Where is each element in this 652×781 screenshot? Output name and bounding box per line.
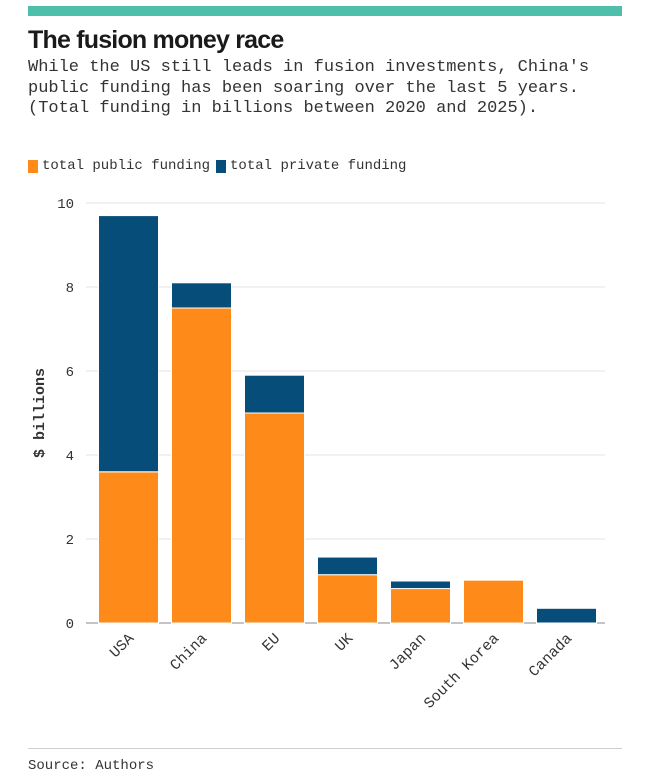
bar-chart: 0 2 4 6 8 10 $ billions USA China EU UK JapanSouth … <box>32 197 605 713</box>
legend-label-private: total private funding <box>230 158 407 174</box>
bar-public <box>98 471 159 624</box>
x-tick-label: EU <box>259 631 284 656</box>
x-tick-label: South Korea <box>421 631 503 713</box>
y-tick-label: 4 <box>66 449 74 465</box>
y-axis-label: $ billions <box>32 368 49 458</box>
bar-public <box>390 588 451 624</box>
bar-public <box>244 412 305 624</box>
legend-swatch-private <box>216 159 227 173</box>
chart-subtitle: While the US still leads in fusion inves… <box>28 58 590 118</box>
y-tick-label: 6 <box>66 365 74 381</box>
y-tick-label: 10 <box>57 197 74 213</box>
bar-private <box>98 215 159 473</box>
bar-private <box>390 580 451 590</box>
legend-item-private: total private funding <box>216 158 406 174</box>
chart-title: The fusion money race <box>28 26 284 54</box>
x-tick-label: USA <box>107 631 138 662</box>
x-tick-label: China <box>167 631 211 675</box>
bar-private <box>171 282 232 309</box>
x-tick-label: Canada <box>526 631 576 681</box>
legend-item-public: total public funding <box>28 158 210 174</box>
y-tick-label: 8 <box>66 281 74 297</box>
bar-private <box>317 556 378 576</box>
legend-swatch-public <box>28 159 38 173</box>
footer-divider <box>28 748 622 749</box>
bar-public <box>463 579 524 624</box>
accent-bar <box>28 6 622 16</box>
y-tick-label: 2 <box>66 533 74 549</box>
source-note: Source: Authors <box>28 758 155 774</box>
bar-private <box>244 374 305 414</box>
y-tick-label: 0 <box>66 617 74 633</box>
x-tick-label: Japan <box>386 631 430 675</box>
legend: total public funding total private fundi… <box>28 158 412 174</box>
bar-public <box>171 307 232 624</box>
x-tick-label: UK <box>332 631 357 656</box>
legend-label-public: total public funding <box>42 158 211 174</box>
bar-private <box>536 607 597 624</box>
bar-public <box>317 574 378 624</box>
